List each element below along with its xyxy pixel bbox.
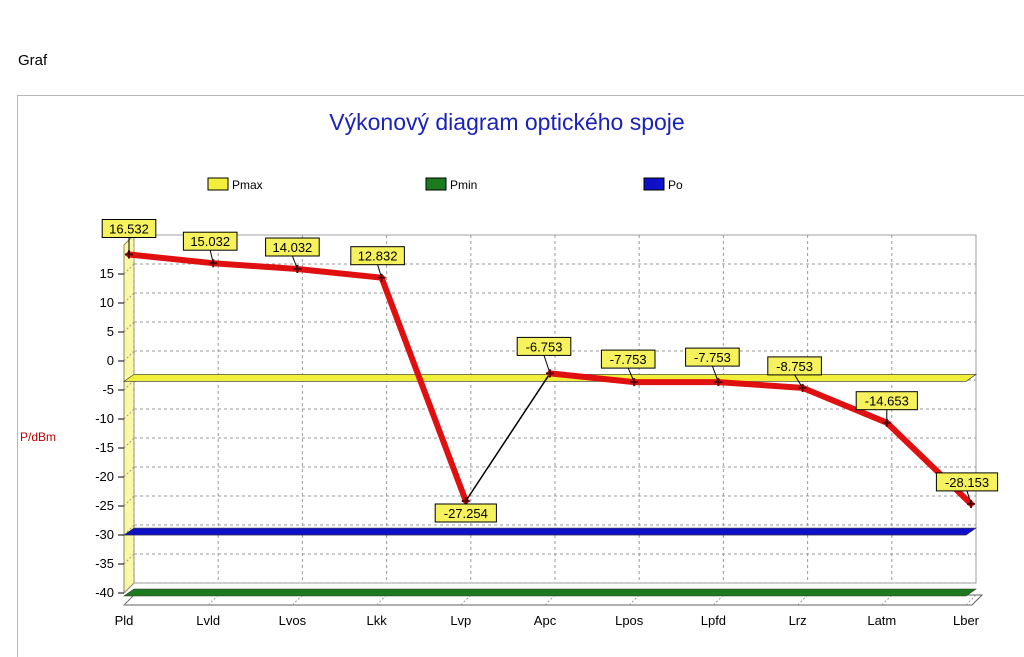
data-label-box — [600, 349, 656, 369]
data-label-box — [685, 347, 740, 367]
data-label-leader — [377, 264, 383, 278]
y-tick-label: 0 — [107, 353, 114, 368]
x-tick-label: Latm — [867, 613, 896, 628]
y-tick-label: 5 — [107, 324, 114, 339]
data-label-leader — [794, 374, 804, 389]
data-label: 16.532 — [109, 222, 149, 237]
series-segment — [547, 370, 638, 386]
data-label-box — [350, 246, 405, 266]
data-label: -7.753 — [610, 352, 647, 367]
x-tick-label: Apc — [534, 613, 557, 628]
series-line-pmin — [123, 588, 977, 597]
data-label-box — [516, 336, 572, 356]
series-segment — [126, 251, 217, 267]
data-label-box — [935, 472, 999, 492]
y-tick-label: -10 — [95, 411, 114, 426]
y-tick-label: -35 — [95, 556, 114, 571]
data-label: 14.032 — [273, 240, 313, 255]
series-segment — [799, 384, 890, 426]
data-label-leader — [966, 490, 972, 505]
y-tick-label: -5 — [102, 382, 114, 397]
x-tick-label: Lpfd — [701, 613, 726, 628]
power-diagram-chart: 16.532 15.032 14.032 12.832 -27.254 -6.753 -7.… — [20, 109, 999, 628]
data-label: -6.753 — [526, 339, 563, 354]
data-label-leader — [627, 367, 635, 383]
data-label-box — [265, 237, 320, 257]
x-tick-label: Lrz — [789, 613, 807, 628]
legend-label: Pmin — [450, 178, 477, 192]
y-tick-label: 15 — [100, 266, 114, 281]
page-heading: Graf — [18, 52, 48, 69]
data-label: 15.032 — [190, 234, 230, 249]
legend-label: Pmax — [232, 178, 263, 192]
legend-swatch — [425, 177, 447, 191]
y-tick-label: 10 — [100, 295, 114, 310]
data-label: -27.254 — [444, 506, 488, 521]
data-label: -14.653 — [865, 394, 909, 409]
data-point — [209, 259, 218, 268]
floor — [122, 594, 984, 606]
data-label: 12.832 — [358, 249, 398, 264]
legend-swatch — [207, 177, 229, 191]
series-segment — [210, 260, 301, 272]
chart-title: Výkonový diagram optického spoje — [329, 109, 684, 135]
x-tick-label: Pld — [115, 613, 134, 628]
series-segment — [465, 372, 551, 502]
data-label-leader — [209, 250, 214, 264]
y-tick-label: -30 — [95, 527, 114, 542]
data-label: -28.153 — [945, 475, 989, 490]
legend-label: Po — [668, 178, 683, 192]
x-tick-label: Lkk — [366, 613, 387, 628]
left-wall — [123, 233, 135, 595]
chart-frame: 16.532 15.032 14.032 12.832 -27.254 -6.753 -7.… — [17, 95, 1024, 657]
y-axis-label: P/dBm — [20, 430, 56, 444]
data-label-leader — [291, 255, 298, 270]
x-tick-label: Lvos — [279, 613, 307, 628]
x-tick-label: Lvp — [450, 613, 471, 628]
y-tick-label: -20 — [95, 469, 114, 484]
data-label-box — [767, 356, 822, 376]
y-tick-label: -40 — [95, 585, 114, 600]
series-segment — [294, 266, 385, 281]
x-tick-label: Lvld — [196, 613, 220, 628]
data-point — [377, 273, 386, 282]
data-label-leader — [543, 355, 551, 374]
series-segment — [715, 379, 806, 391]
y-tick-label: -25 — [95, 498, 114, 513]
series-line-po-threshold — [123, 527, 977, 536]
data-label-box — [182, 231, 238, 251]
series-segment — [378, 274, 469, 504]
x-tick-label: Lpos — [615, 613, 644, 628]
data-label-box — [434, 503, 497, 523]
legend-swatch — [643, 177, 665, 191]
data-label: -7.753 — [694, 350, 731, 365]
data-label: -8.753 — [776, 359, 813, 374]
data-label-box — [855, 391, 918, 411]
x-tick-label: Lber — [953, 613, 980, 628]
y-tick-label: -15 — [95, 440, 114, 455]
data-label-box — [101, 219, 157, 238]
data-label-leader — [711, 365, 719, 383]
